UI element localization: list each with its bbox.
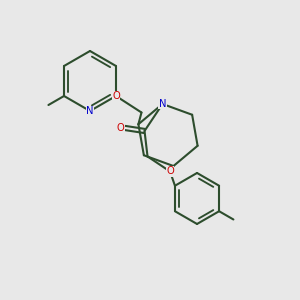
Text: N: N — [159, 99, 166, 109]
Text: O: O — [166, 167, 174, 176]
Text: N: N — [86, 106, 94, 116]
Text: O: O — [112, 91, 120, 101]
Text: O: O — [117, 123, 124, 133]
